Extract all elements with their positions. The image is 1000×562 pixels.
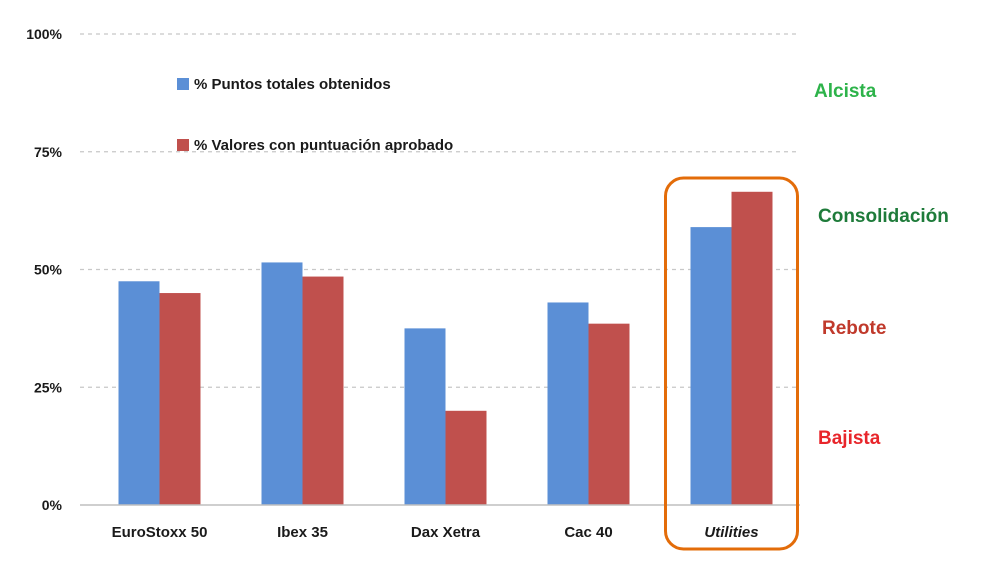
x-tick-label-dax-xetra: Dax Xetra (411, 524, 481, 541)
y-tick-label: 0% (42, 497, 63, 513)
bar-dax-xetra-puntos (404, 328, 446, 505)
y-tick-label: 75% (34, 144, 63, 160)
bar-eurostoxx-50-puntos (118, 281, 160, 505)
bar-dax-xetra-valores (445, 410, 487, 505)
trend-labels: Alcista Consolidación Rebote Bajista (814, 81, 949, 449)
zone-label-bajista: Bajista (818, 428, 881, 449)
x-tick-label-eurostoxx-50: EuroStoxx 50 (112, 524, 208, 541)
bars (118, 191, 773, 506)
bar-utilities-puntos (690, 227, 732, 506)
x-axis-categories: EuroStoxx 50 Ibex 35 Dax Xetra Cac 40 Utilit… (112, 524, 759, 541)
zone-label-alcista: Alcista (814, 81, 877, 102)
bar-eurostoxx-50-valores (159, 293, 201, 505)
legend-swatch-puntos (177, 78, 189, 90)
bar-ibex-35-puntos (261, 262, 303, 505)
y-tick-label: 25% (34, 379, 63, 395)
x-tick-label-utilities: Utilities (704, 524, 758, 541)
y-tick-label: 50% (34, 262, 63, 278)
zone-label-consolidacion: Consolidación (818, 206, 949, 227)
x-tick-label-ibex-35: Ibex 35 (277, 524, 328, 541)
bar-cac-40-puntos (547, 302, 589, 505)
bar-utilities-valores (731, 191, 773, 505)
legend: % Puntos totales obtenidos % Valores con… (177, 76, 453, 154)
legend-swatch-valores (177, 139, 189, 151)
utilities-highlight-box (664, 176, 799, 551)
bar-cac-40-valores (588, 323, 630, 505)
y-axis-ticks: 0% 25% 50% 75% 100% (26, 26, 62, 513)
y-tick-label: 100% (26, 26, 62, 42)
zone-label-rebote: Rebote (822, 318, 886, 339)
x-tick-label-cac-40: Cac 40 (564, 524, 612, 541)
bar-ibex-35-valores (302, 276, 344, 505)
legend-label-puntos: % Puntos totales obtenidos (194, 76, 391, 93)
legend-label-valores: % Valores con puntuación aprobado (194, 137, 453, 154)
